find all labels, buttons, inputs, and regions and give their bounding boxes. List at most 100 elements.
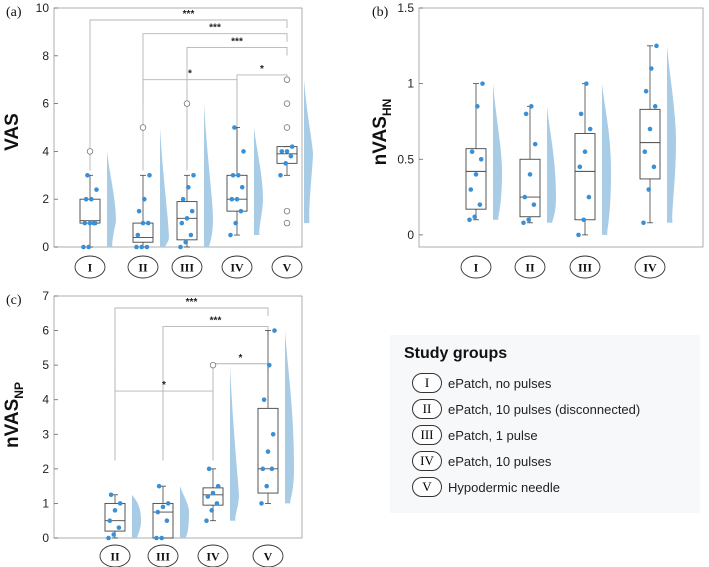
data-point: [155, 509, 161, 515]
data-point: [289, 144, 295, 149]
significance-bracket: [89, 19, 288, 171]
data-point: [523, 111, 529, 117]
data-point: [283, 161, 289, 166]
panel-label: (b): [372, 5, 389, 20]
distribution-violin: [180, 486, 189, 538]
data-point: [241, 149, 246, 154]
data-point: [582, 149, 588, 155]
distribution-violin: [204, 103, 213, 247]
data-point: [269, 466, 275, 472]
data-point: [526, 217, 531, 223]
data-point: [522, 194, 528, 200]
data-point: [265, 449, 271, 454]
data-point: [236, 173, 241, 178]
outlier-point: [283, 207, 291, 215]
data-point: [477, 202, 483, 207]
data-point: [178, 244, 183, 250]
y-tick-label: 5: [42, 358, 49, 372]
data-point: [475, 104, 480, 109]
group-label-ellipse: [271, 255, 303, 279]
significance-bracket: [162, 326, 269, 461]
legend-label: ePatch, 10 pulses: [448, 453, 552, 469]
distribution-violin: [230, 365, 239, 521]
data-point: [581, 217, 586, 223]
legend-item: I ePatch, no pulses: [412, 373, 551, 393]
panel-label: (c): [6, 293, 22, 308]
data-point: [159, 535, 164, 541]
group-label-ellipse: [460, 255, 492, 279]
significance-label: *: [239, 353, 243, 364]
x-category-label: I: [88, 261, 93, 275]
group-label-ellipse: [171, 255, 203, 279]
panel-label: (a): [6, 5, 22, 20]
data-point: [228, 232, 233, 238]
data-point: [210, 490, 216, 496]
x-category-label: III: [578, 261, 592, 275]
data-point: [261, 397, 267, 403]
data-point: [532, 141, 538, 147]
group-label-ellipse: [147, 544, 179, 567]
significance-label: *: [162, 380, 166, 391]
plot-frame: [53, 295, 303, 539]
data-point: [233, 220, 238, 226]
box-iqr: [574, 133, 596, 221]
legend-roman: III: [412, 425, 442, 445]
data-point: [184, 216, 190, 221]
data-point: [230, 173, 236, 178]
data-point: [529, 104, 534, 109]
data-point: [136, 208, 142, 214]
data-point: [652, 104, 658, 109]
y-tick-label: 3: [42, 427, 49, 441]
data-point: [134, 244, 139, 250]
data-point: [232, 125, 237, 130]
data-point: [576, 232, 581, 238]
data-point: [165, 501, 171, 506]
box-iqr: [132, 222, 154, 243]
box-iqr: [257, 407, 279, 494]
study-groups-legend: Study groups I ePatch, no pulses II ePat…: [390, 335, 700, 513]
data-point: [215, 483, 221, 489]
outlier-point: [283, 76, 291, 83]
y-axis-label: VAS: [2, 113, 23, 151]
group-label-ellipse: [634, 255, 666, 279]
box-iqr: [104, 502, 126, 532]
group-label-ellipse: [252, 544, 284, 567]
data-point: [142, 196, 147, 202]
y-tick-label: 2: [42, 192, 49, 206]
box-iqr: [79, 198, 101, 224]
data-point: [204, 518, 209, 524]
data-point: [86, 244, 91, 250]
y-axis-label: nVASHN: [370, 99, 394, 166]
data-point: [270, 431, 276, 437]
outlier-point: [283, 219, 291, 227]
legend-label: Hypodermic needle: [448, 479, 561, 495]
data-point: [234, 196, 240, 202]
data-point: [209, 508, 214, 513]
data-point: [646, 187, 651, 192]
x-category-label: I: [474, 261, 479, 275]
distribution-violin: [160, 127, 169, 247]
data-point: [179, 220, 185, 226]
data-point: [469, 149, 475, 155]
significance-bracket: [142, 33, 288, 171]
x-category-label: II: [138, 261, 148, 275]
data-point: [278, 173, 283, 178]
x-category-label: V: [283, 261, 292, 275]
significance-label: ***: [231, 36, 243, 47]
data-point: [160, 504, 166, 510]
data-point: [112, 508, 118, 513]
distribution-violin: [132, 494, 141, 538]
x-category-label: IV: [206, 550, 220, 564]
group-label-ellipse: [127, 255, 159, 279]
data-point: [183, 239, 188, 245]
data-point: [279, 149, 285, 154]
significance-bracket: [114, 307, 269, 461]
legend-item: IV ePatch, 10 pulses: [412, 451, 551, 471]
data-point: [527, 172, 533, 177]
data-point: [642, 149, 648, 155]
x-category-label: II: [525, 261, 535, 275]
data-point: [116, 525, 122, 530]
data-point: [272, 328, 277, 333]
data-point: [467, 217, 472, 223]
